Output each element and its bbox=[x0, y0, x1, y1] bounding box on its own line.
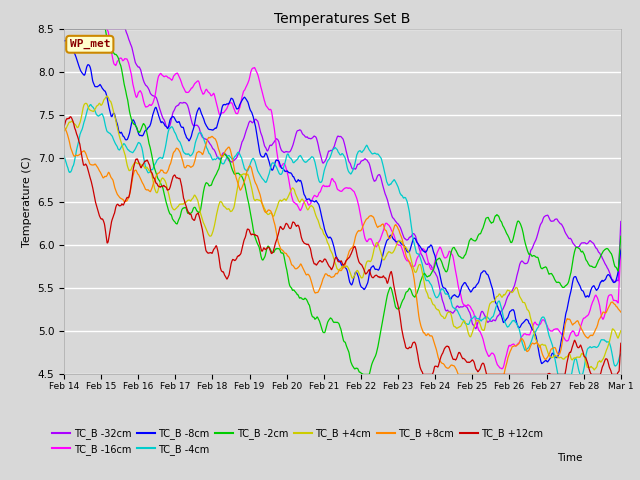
TC_B -8cm bbox=[298, 181, 306, 187]
TC_B +8cm bbox=[124, 197, 131, 203]
TC_B -32cm bbox=[617, 218, 625, 224]
Line: TC_B +4cm: TC_B +4cm bbox=[64, 96, 621, 370]
TC_B -4cm bbox=[274, 168, 282, 173]
TC_B -16cm bbox=[498, 366, 506, 372]
TC_B -2cm bbox=[274, 246, 282, 252]
Y-axis label: Temperature (C): Temperature (C) bbox=[22, 156, 32, 247]
TC_B -32cm bbox=[124, 32, 131, 38]
TC_B +12cm bbox=[606, 366, 614, 372]
TC_B -32cm bbox=[298, 130, 305, 135]
TC_B -2cm bbox=[546, 271, 554, 276]
TC_B -32cm bbox=[472, 326, 479, 332]
TC_B -16cm bbox=[157, 71, 164, 76]
TC_B +4cm bbox=[103, 93, 111, 99]
Line: TC_B -16cm: TC_B -16cm bbox=[64, 29, 621, 369]
TC_B -8cm bbox=[606, 274, 614, 280]
TC_B +8cm bbox=[606, 302, 614, 308]
TC_B +4cm bbox=[60, 128, 68, 134]
TC_B -2cm bbox=[617, 233, 625, 239]
TC_B -2cm bbox=[60, 26, 68, 32]
TC_B +4cm bbox=[157, 179, 164, 184]
TC_B +12cm bbox=[547, 371, 554, 377]
TC_B -2cm bbox=[157, 180, 164, 186]
TC_B -4cm bbox=[606, 342, 614, 348]
TC_B +4cm bbox=[298, 196, 306, 202]
TC_B +12cm bbox=[419, 372, 427, 377]
TC_B -8cm bbox=[547, 355, 554, 361]
Legend: TC_B -32cm, TC_B -16cm, TC_B -8cm, TC_B -4cm, TC_B -2cm, TC_B +4cm, TC_B +8cm, T: TC_B -32cm, TC_B -16cm, TC_B -8cm, TC_B … bbox=[49, 424, 547, 459]
TC_B -8cm bbox=[60, 38, 68, 44]
Line: TC_B -8cm: TC_B -8cm bbox=[64, 38, 621, 363]
Line: TC_B +8cm: TC_B +8cm bbox=[64, 127, 621, 374]
TC_B -32cm bbox=[60, 26, 68, 32]
TC_B -4cm bbox=[86, 102, 94, 108]
TC_B +8cm bbox=[546, 349, 554, 355]
TC_B -2cm bbox=[124, 96, 131, 102]
Text: WP_met: WP_met bbox=[70, 39, 110, 49]
Line: TC_B -4cm: TC_B -4cm bbox=[64, 105, 621, 374]
TC_B -8cm bbox=[64, 36, 72, 41]
TC_B -16cm bbox=[124, 57, 131, 63]
TC_B -32cm bbox=[606, 271, 614, 277]
TC_B -16cm bbox=[60, 26, 68, 32]
Line: TC_B +12cm: TC_B +12cm bbox=[64, 117, 621, 374]
TC_B -2cm bbox=[606, 249, 614, 255]
TC_B -2cm bbox=[298, 295, 305, 301]
TC_B +8cm bbox=[60, 124, 68, 130]
Title: Temperatures Set B: Temperatures Set B bbox=[274, 12, 411, 26]
Line: TC_B -2cm: TC_B -2cm bbox=[64, 29, 621, 374]
TC_B -4cm bbox=[298, 155, 306, 161]
TC_B -32cm bbox=[546, 217, 554, 223]
TC_B +4cm bbox=[546, 354, 554, 360]
TC_B +12cm bbox=[298, 236, 306, 241]
TC_B -16cm bbox=[546, 328, 554, 334]
TC_B -8cm bbox=[124, 136, 132, 142]
TC_B -8cm bbox=[157, 119, 164, 125]
Line: TC_B -32cm: TC_B -32cm bbox=[64, 29, 621, 329]
TC_B -16cm bbox=[274, 154, 282, 159]
TC_B +8cm bbox=[617, 309, 625, 315]
TC_B +12cm bbox=[157, 184, 164, 190]
TC_B +8cm bbox=[157, 168, 164, 173]
TC_B -8cm bbox=[617, 247, 625, 253]
TC_B +12cm bbox=[124, 195, 132, 201]
TC_B +4cm bbox=[617, 328, 625, 334]
TC_B -4cm bbox=[157, 155, 164, 161]
TC_B +8cm bbox=[298, 263, 305, 268]
TC_B -32cm bbox=[157, 108, 164, 114]
TC_B -16cm bbox=[617, 246, 625, 252]
TC_B +12cm bbox=[67, 114, 74, 120]
TC_B -16cm bbox=[298, 205, 305, 211]
TC_B +12cm bbox=[60, 124, 68, 130]
TC_B +4cm bbox=[606, 335, 614, 341]
TC_B +4cm bbox=[124, 164, 132, 170]
TC_B +4cm bbox=[591, 367, 598, 373]
TC_B +4cm bbox=[274, 203, 282, 208]
Text: Time: Time bbox=[557, 453, 582, 463]
TC_B +12cm bbox=[274, 233, 282, 239]
TC_B -4cm bbox=[124, 147, 132, 153]
TC_B +12cm bbox=[617, 340, 625, 346]
TC_B -32cm bbox=[274, 137, 282, 143]
TC_B -4cm bbox=[617, 351, 625, 357]
TC_B -8cm bbox=[274, 157, 282, 163]
TC_B -4cm bbox=[60, 153, 68, 159]
TC_B -8cm bbox=[538, 360, 545, 366]
TC_B +8cm bbox=[454, 372, 462, 377]
TC_B -4cm bbox=[554, 372, 562, 377]
TC_B -2cm bbox=[359, 372, 367, 377]
TC_B +8cm bbox=[274, 236, 282, 242]
TC_B -4cm bbox=[546, 336, 554, 341]
TC_B -16cm bbox=[606, 292, 614, 298]
